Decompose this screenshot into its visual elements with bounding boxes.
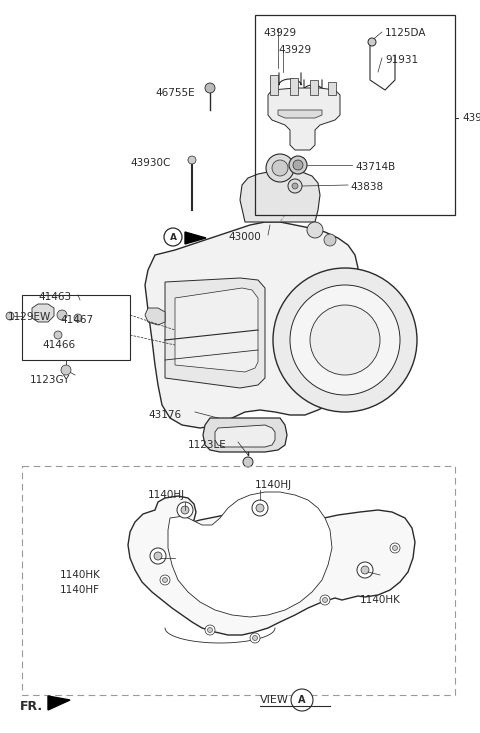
Text: 43714B: 43714B [355,162,395,172]
Polygon shape [240,170,320,222]
Polygon shape [278,110,322,118]
Text: 46755E: 46755E [155,88,194,98]
Circle shape [393,545,397,550]
Polygon shape [165,278,265,388]
Text: 43176: 43176 [148,410,181,420]
Text: 41466: 41466 [42,340,75,350]
Polygon shape [203,418,287,452]
Polygon shape [175,288,258,372]
Polygon shape [328,82,336,95]
Polygon shape [145,308,165,325]
Polygon shape [145,222,362,428]
Circle shape [390,543,400,553]
Circle shape [61,365,71,375]
Circle shape [205,625,215,635]
Text: 1125DA: 1125DA [385,28,427,38]
Circle shape [54,331,62,339]
Polygon shape [215,425,275,447]
Bar [22,295,130,360]
Text: FR.: FR. [20,699,43,712]
Text: 91931: 91931 [385,55,418,65]
Circle shape [361,566,369,574]
Polygon shape [290,78,298,95]
Polygon shape [310,80,318,95]
Bar [255,15,455,215]
Text: 1129EW: 1129EW [8,312,51,322]
Circle shape [310,305,380,375]
Text: 43000: 43000 [228,232,261,242]
Polygon shape [268,88,340,150]
Circle shape [292,183,298,189]
Circle shape [252,500,268,516]
Circle shape [154,552,162,560]
Circle shape [289,156,307,174]
Circle shape [150,548,166,564]
Circle shape [290,285,400,395]
Circle shape [324,234,336,246]
Text: A: A [298,695,306,705]
Circle shape [266,154,294,182]
Circle shape [163,578,168,583]
Text: 1123GY: 1123GY [30,375,71,385]
Circle shape [205,83,215,93]
Text: 1140HJ: 1140HJ [148,490,185,500]
Text: 41463: 41463 [38,292,71,302]
Circle shape [320,595,330,605]
Circle shape [368,38,376,46]
Text: VIEW: VIEW [260,695,289,705]
Text: 1140HK: 1140HK [60,570,101,580]
Text: A: A [169,232,177,241]
Circle shape [164,228,182,246]
Text: 1123LE: 1123LE [188,440,227,450]
Text: 43930C: 43930C [130,158,170,168]
Circle shape [74,314,82,322]
Circle shape [288,179,302,193]
Polygon shape [128,496,415,635]
Circle shape [243,457,253,467]
Circle shape [307,222,323,238]
Circle shape [177,502,193,518]
Polygon shape [185,232,206,244]
Circle shape [357,562,373,578]
Circle shape [6,312,14,320]
Circle shape [256,504,264,512]
Text: 43920: 43920 [462,113,480,123]
Circle shape [188,156,196,164]
Polygon shape [270,75,278,95]
Circle shape [293,160,303,170]
Text: 43838: 43838 [350,182,383,192]
Text: 1140HJ: 1140HJ [255,480,292,490]
Circle shape [207,627,213,633]
Text: 1140HK: 1140HK [360,595,401,605]
Polygon shape [168,492,332,617]
Circle shape [57,310,67,320]
Circle shape [323,597,327,603]
Circle shape [250,633,260,643]
Polygon shape [32,304,54,322]
Circle shape [252,636,257,641]
Circle shape [160,575,170,585]
Circle shape [181,506,189,514]
Text: 43929: 43929 [278,45,311,55]
Text: 43929: 43929 [263,28,296,38]
Circle shape [273,268,417,412]
Circle shape [291,689,313,711]
Text: 41467: 41467 [60,315,93,325]
Polygon shape [48,696,70,710]
Text: 1140HF: 1140HF [60,585,100,595]
Bar [22,466,455,695]
Circle shape [272,160,288,176]
